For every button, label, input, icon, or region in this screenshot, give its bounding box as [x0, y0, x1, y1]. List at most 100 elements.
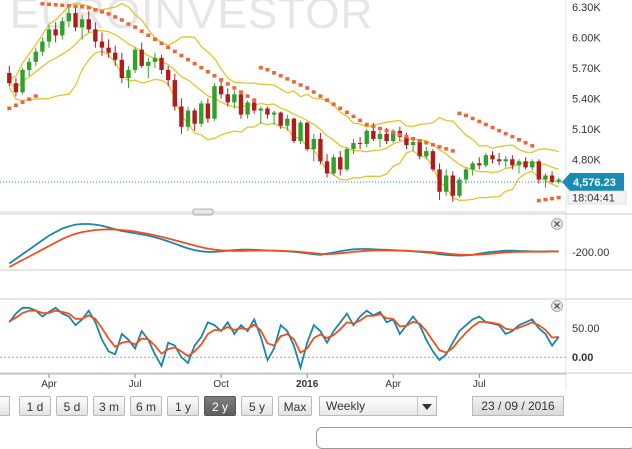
- sar-dot: [7, 106, 12, 111]
- last-price-value: 4,576.23: [573, 177, 616, 189]
- sar-dot: [245, 94, 250, 98]
- candle-body: [159, 57, 164, 70]
- sar-dot: [516, 137, 521, 142]
- sar-dot: [126, 22, 131, 26]
- sar-dot: [205, 69, 210, 74]
- range-button-1d[interactable]: 1 d: [19, 396, 51, 416]
- scroll-left-button[interactable]: [0, 396, 10, 416]
- sar-dot: [252, 98, 257, 102]
- sar-dot: [186, 57, 191, 62]
- candle-body: [463, 169, 469, 180]
- sar-dot: [80, 5, 85, 9]
- sar-dot: [27, 97, 32, 101]
- candle-body: [278, 112, 283, 126]
- sar-dot: [47, 2, 52, 7]
- candle-body: [46, 29, 52, 42]
- range-button-max[interactable]: Max: [278, 396, 312, 416]
- sar-dot: [510, 134, 515, 139]
- y-tick-label: 5.40K: [572, 93, 601, 105]
- stochastic-panel: 50.00 0.00: [0, 298, 632, 374]
- candle-body: [377, 133, 383, 139]
- candle-body: [324, 161, 330, 174]
- sar-dot: [331, 102, 336, 106]
- candle-body: [258, 108, 264, 111]
- x-tick-label: Oct: [213, 379, 229, 390]
- range-button-5d[interactable]: 5 d: [56, 396, 88, 416]
- range-button-5y[interactable]: 5 y: [241, 396, 273, 416]
- candle-body: [218, 86, 224, 95]
- sar-dot: [159, 41, 164, 46]
- candle-body: [73, 13, 78, 28]
- x-tick-label: Jul: [473, 379, 486, 390]
- sar-dot: [60, 3, 65, 8]
- indicator-line-signal: [8, 228, 559, 268]
- candle-body: [40, 41, 45, 52]
- candle-body: [66, 13, 72, 22]
- candle-body: [271, 112, 277, 115]
- sar-dot: [384, 128, 389, 133]
- candle-body: [530, 161, 535, 168]
- sar-dot: [305, 86, 310, 90]
- candle-body: [179, 106, 184, 127]
- sar-dot: [318, 94, 323, 98]
- candle-body: [285, 118, 290, 126]
- candle-body: [245, 102, 250, 115]
- candle-body: [7, 73, 12, 84]
- sar-dot: [364, 122, 369, 127]
- range-button-1y[interactable]: 1 y: [167, 396, 199, 416]
- sar-dot: [146, 33, 151, 37]
- sar-dot: [119, 18, 124, 22]
- range-button-2y[interactable]: 2 y: [204, 396, 236, 416]
- candle-body: [291, 118, 297, 141]
- sar-dot: [106, 12, 111, 16]
- range-button-3m[interactable]: 3 m: [93, 396, 125, 416]
- sar-dot: [391, 130, 396, 135]
- sar-dot: [470, 116, 475, 121]
- sar-dot: [457, 111, 462, 116]
- candle-body: [364, 130, 369, 145]
- candle-body: [232, 94, 237, 103]
- macd-close-button[interactable]: [551, 218, 563, 230]
- sar-dot: [199, 65, 204, 70]
- x-axis: Apr Jul Oct 2016 Apr Jul: [0, 373, 566, 390]
- sar-dot: [490, 125, 495, 130]
- watermark-logo: EUROINVESTOR: [10, 0, 373, 38]
- sar-dot: [430, 143, 435, 147]
- y-tick-label: 5.10K: [572, 124, 601, 136]
- sar-dot: [219, 78, 224, 82]
- sar-dot: [278, 74, 283, 78]
- indicator-line-signal: [8, 309, 559, 358]
- candle-body: [93, 29, 98, 42]
- candle-body: [26, 61, 32, 70]
- date-display: 23 / 09 / 2016: [472, 396, 564, 416]
- sar-dot: [265, 67, 270, 72]
- candle-body: [391, 130, 396, 141]
- y-tick-label: 5.70K: [572, 63, 601, 75]
- candle-body: [410, 142, 416, 146]
- sar-dot: [73, 4, 78, 9]
- sar-dot: [66, 4, 71, 8]
- y-tick-label: 6.30K: [572, 2, 601, 14]
- candle-body: [344, 149, 350, 170]
- candle-body: [33, 51, 38, 62]
- close-icon-x: [554, 221, 560, 227]
- chart-canvas[interactable]: EUROINVESTOR 6.30K 6.00K 5.70K 5.40K 5.10K 4.…: [0, 0, 632, 393]
- candle-body: [523, 161, 528, 168]
- sar-dot: [371, 124, 376, 129]
- candle-body: [490, 155, 495, 160]
- candle-body: [99, 41, 105, 48]
- y-tick-label: 6.00K: [572, 32, 601, 44]
- range-button-6m[interactable]: 6 m: [130, 396, 162, 416]
- stochastic-close-button[interactable]: [551, 300, 563, 312]
- interval-select[interactable]: Weekly: [319, 396, 437, 416]
- candle-body: [338, 157, 343, 170]
- footer-frame: [316, 427, 632, 449]
- sar-dot: [464, 113, 469, 118]
- candle-body: [126, 69, 131, 79]
- candle-body: [311, 138, 316, 150]
- last-price-tag: [562, 172, 624, 191]
- candle-body: [417, 142, 422, 157]
- band-upper-line: [9, 2, 559, 154]
- sar-dot: [351, 114, 356, 119]
